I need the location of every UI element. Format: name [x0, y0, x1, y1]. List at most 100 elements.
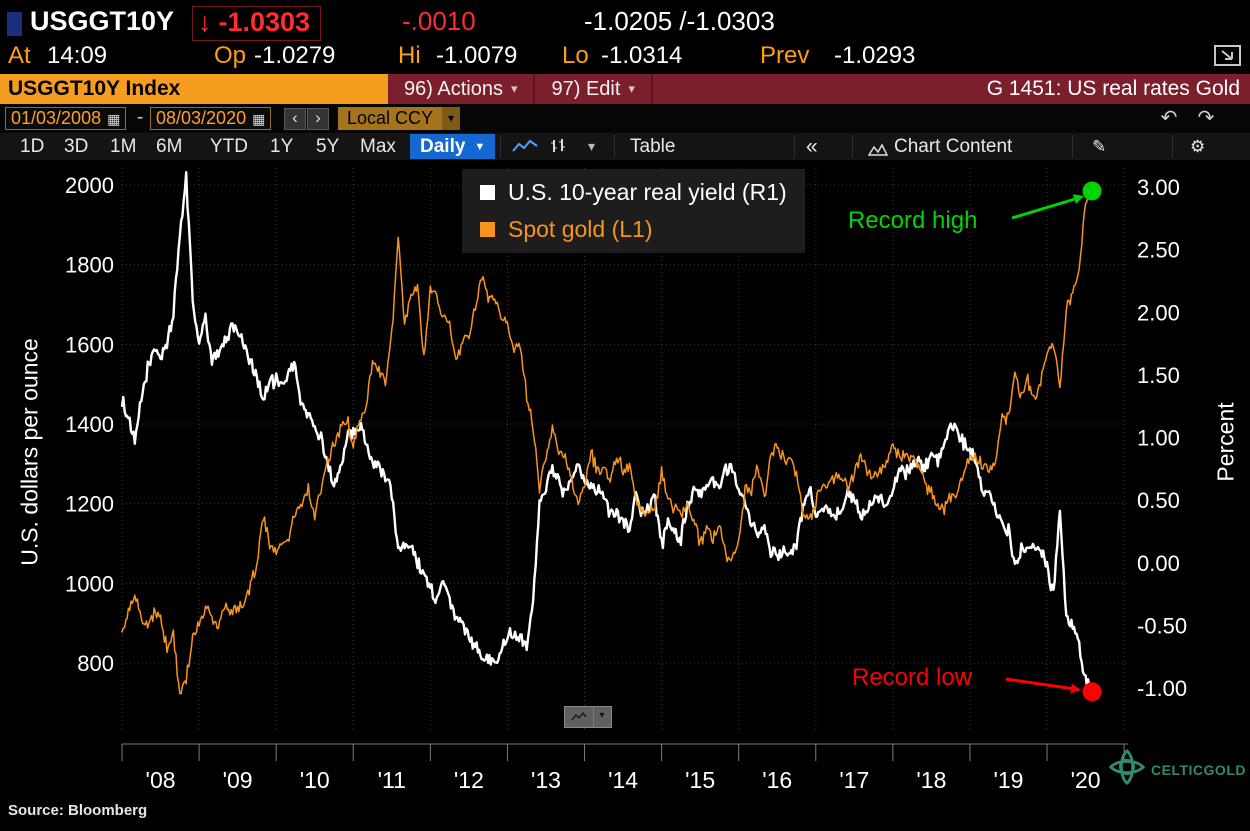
- calendar-icon: ▦: [252, 110, 266, 127]
- chart-type-caret[interactable]: ▾: [588, 138, 596, 154]
- record-high-annotation: Record high: [848, 207, 978, 234]
- actions-menu[interactable]: 96) Actions ▾: [388, 74, 536, 104]
- period-button-ytd[interactable]: YTD: [210, 136, 248, 157]
- annotate-button[interactable]: ✎: [1092, 137, 1107, 156]
- last-price-box: ↓ -1.0303: [192, 6, 322, 41]
- right-axis-tick-label: 0.00: [1137, 551, 1180, 576]
- left-axis-tick-label: 1000: [65, 571, 114, 596]
- left-axis-tick-label: 1400: [65, 412, 114, 437]
- launch-window-icon[interactable]: [1212, 42, 1244, 70]
- right-axis-tick-label: 1.00: [1137, 426, 1180, 451]
- line-chart-icon[interactable]: [512, 138, 538, 160]
- chart-content-button[interactable]: Chart Content: [894, 136, 1013, 157]
- x-axis-tick-label: '11: [378, 767, 406, 793]
- left-axis-tick-label: 1800: [65, 253, 114, 278]
- legend-item-gold[interactable]: Spot gold (L1): [480, 216, 787, 243]
- right-axis-tick-label: 3.00: [1137, 175, 1180, 200]
- chart-function-title: G 1451: US real rates Gold: [986, 77, 1240, 100]
- quote-header: USGGT10Y ↓ -1.0303 -.0010 -1.0205 /-1.03…: [0, 4, 1250, 42]
- caret-down-icon: ▾: [510, 81, 518, 96]
- undo-button[interactable]: ↶: [1157, 106, 1181, 130]
- function-title-bar: USGGT10Y Index 96) Actions ▾ 97) Edit ▾ …: [0, 74, 1250, 104]
- x-axis-tick-label: '18: [916, 767, 946, 793]
- caret-down-icon: ▾: [442, 107, 461, 130]
- chart-content-icon: [867, 140, 889, 162]
- period-button-max[interactable]: Max: [360, 136, 396, 157]
- start-date-input[interactable]: 01/03/2008 ▦: [5, 107, 127, 130]
- table-button[interactable]: Table: [630, 136, 676, 157]
- at-label: At: [8, 42, 31, 69]
- caret-down-icon: ▾: [593, 707, 610, 727]
- x-axis-tick-label: '12: [454, 767, 484, 793]
- bar-chart-icon[interactable]: [550, 138, 568, 160]
- left-axis-tick-label: 800: [77, 651, 114, 676]
- left-axis-title: U.S. dollars per ounce: [16, 338, 43, 566]
- period-button-1m[interactable]: 1M: [110, 136, 137, 157]
- edit-menu[interactable]: 97) Edit ▾: [535, 74, 653, 104]
- quote-time: 14:09: [47, 42, 108, 69]
- x-axis-tick-label: '08: [146, 767, 176, 793]
- currency-select[interactable]: Local CCY ▾: [338, 107, 461, 130]
- chart-toolbar: 1D 3D 1M 6M YTD 1Y 5Y Max Daily ▼ ▾ T: [0, 133, 1250, 160]
- x-axis-tick-label: '16: [762, 767, 792, 793]
- chart-region: 2000 1800 1600 1400 1200 1000 800 '08 '09 '10 '11 '…: [0, 160, 1250, 831]
- record-high-dot: [1082, 181, 1102, 201]
- panel-icon: [7, 12, 22, 36]
- security-name: USGGT10Y Index: [0, 74, 388, 104]
- right-axis-tick-label: 1.50: [1137, 363, 1180, 388]
- left-axis-tick-label: 1600: [65, 332, 114, 357]
- period-button-1y[interactable]: 1Y: [270, 136, 294, 157]
- frequency-select[interactable]: Daily ▼: [410, 134, 496, 159]
- gold-series-swatch: [480, 222, 495, 237]
- gold-series-line: [121, 190, 1093, 695]
- left-axis-tick-label: 1200: [65, 492, 114, 517]
- celticgold-logo: [1108, 748, 1146, 791]
- range-bar: 01/03/2008 ▦ - 08/03/2020 ▦ ‹ › Local CC…: [0, 104, 1250, 133]
- redo-button[interactable]: ↷: [1194, 106, 1218, 130]
- undo-icon: ↶: [1160, 107, 1178, 129]
- x-axis-tick-label: '19: [993, 767, 1023, 793]
- bid-ask: -1.0205 /-1.0303: [584, 6, 775, 36]
- period-button-5y[interactable]: 5Y: [316, 136, 340, 157]
- period-button-3d[interactable]: 3D: [64, 136, 89, 157]
- right-axis-title: Percent: [1212, 402, 1239, 482]
- yield-series-label: U.S. 10-year real yield (R1): [508, 179, 787, 205]
- gold-series-label: Spot gold (L1): [508, 216, 653, 242]
- period-button-1d[interactable]: 1D: [20, 136, 45, 157]
- calendar-icon: ▦: [107, 110, 121, 127]
- record-low-dot: [1082, 682, 1102, 702]
- range-forward-button[interactable]: ›: [307, 108, 329, 130]
- collapse-panel-button[interactable]: «: [806, 135, 818, 158]
- period-button-6m[interactable]: 6M: [156, 136, 183, 157]
- open-label: Op: [214, 42, 247, 69]
- range-back-button[interactable]: ‹: [284, 108, 306, 130]
- low-label: Lo: [562, 42, 589, 69]
- record-high-arrowhead: [1072, 194, 1084, 204]
- x-axis-tick-label: '15: [685, 767, 715, 793]
- watermark: CELTICGOLD: [1108, 748, 1246, 791]
- high-label: Hi: [398, 42, 421, 69]
- left-axis-tick-label: 2000: [65, 173, 114, 198]
- x-axis-tick-label: '13: [531, 767, 561, 793]
- right-axis-tick-label: 2.50: [1137, 238, 1180, 263]
- record-low-arrowhead: [1070, 683, 1081, 694]
- ticker-label: USGGT10Y: [30, 6, 175, 36]
- x-axis-tick-label: '20: [1071, 767, 1101, 793]
- legend-item-yield[interactable]: U.S. 10-year real yield (R1): [480, 179, 787, 206]
- record-low-annotation: Record low: [852, 664, 973, 691]
- chart-legend: U.S. 10-year real yield (R1) Spot gold (…: [462, 169, 805, 253]
- date-separator: -: [137, 107, 144, 128]
- price-change: -.0010: [402, 6, 476, 36]
- chart-plot[interactable]: 2000 1800 1600 1400 1200 1000 800 '08 '09 '10 '11 '…: [0, 160, 1250, 831]
- high-value: -1.0079: [436, 42, 518, 69]
- right-axis-tick-label: -1.00: [1137, 676, 1187, 701]
- last-price: -1.0303: [218, 7, 311, 37]
- settings-button[interactable]: ⚙: [1190, 137, 1206, 156]
- chart-quick-tool-button[interactable]: ▾: [564, 706, 612, 728]
- record-high-arrow: [1011, 197, 1076, 220]
- end-date-input[interactable]: 08/03/2020 ▦: [150, 107, 272, 130]
- redo-icon: ↷: [1197, 107, 1215, 129]
- yield-series-swatch: [480, 185, 495, 200]
- mini-line-chart-icon: [565, 707, 593, 727]
